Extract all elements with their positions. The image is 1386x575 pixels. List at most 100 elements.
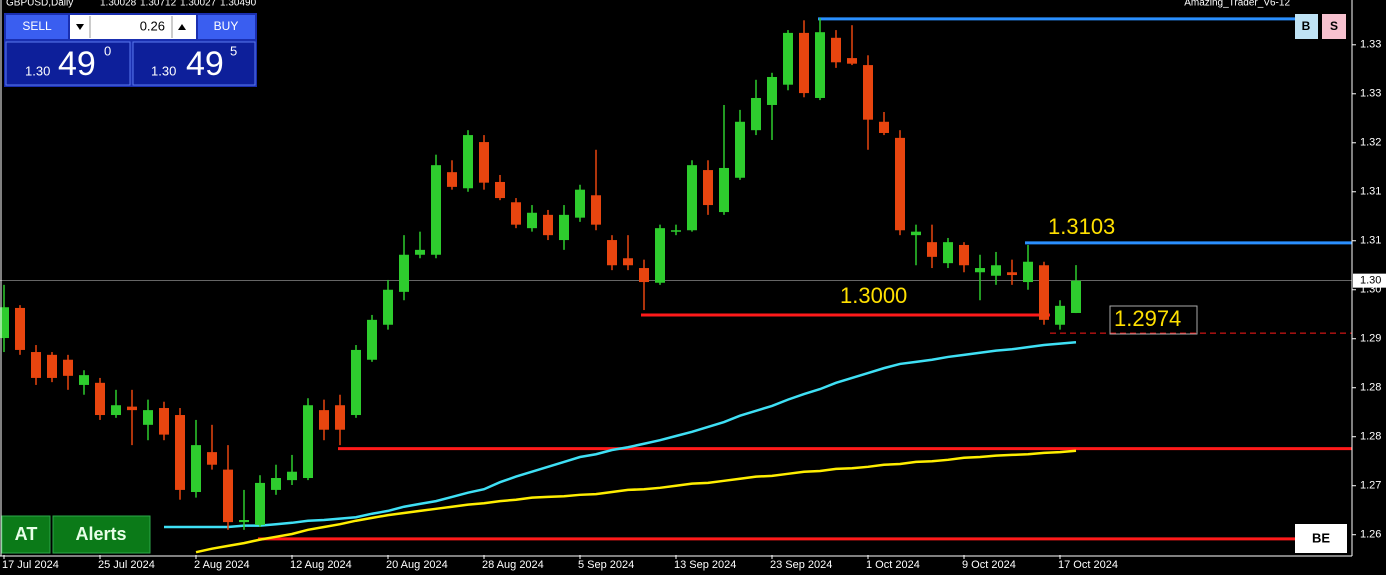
x-tick-label: 5 Sep 2024 <box>578 559 634 571</box>
y-tick-label: 1.28 <box>1360 431 1381 443</box>
candle-body <box>1055 305 1065 325</box>
candle-body <box>735 121 745 178</box>
candle-body <box>511 202 521 225</box>
x-tick-label: 25 Jul 2024 <box>98 559 155 571</box>
x-tick-label: 28 Aug 2024 <box>482 559 544 571</box>
candle-body <box>879 121 889 133</box>
b-button[interactable] <box>1295 14 1318 39</box>
s-button[interactable] <box>1322 14 1346 39</box>
lot-down[interactable] <box>76 24 84 30</box>
bid-big: 1.30 <box>25 63 50 78</box>
bid-fraction: 0 <box>104 43 111 58</box>
be-button[interactable] <box>1295 524 1347 553</box>
x-tick-label: 17 Oct 2024 <box>1058 559 1118 571</box>
b-label: B <box>1302 19 1311 33</box>
plot-area <box>0 17 1352 554</box>
x-tick-label: 20 Aug 2024 <box>386 559 448 571</box>
candle-body <box>911 231 921 236</box>
candle-body <box>383 289 393 325</box>
x-tick-label: 13 Sep 2024 <box>674 559 736 571</box>
candle-body <box>271 478 281 490</box>
candle-body <box>1007 272 1017 276</box>
candle-body <box>575 189 585 218</box>
at-button[interactable] <box>1 515 51 554</box>
candle-body <box>175 415 185 490</box>
candle-body <box>111 405 121 416</box>
candle-body <box>351 349 361 416</box>
candle-body <box>159 408 169 435</box>
level-label: 1.2974 <box>1114 306 1181 331</box>
alerts-button[interactable] <box>52 515 151 554</box>
candle-body <box>687 165 697 231</box>
bid-box[interactable] <box>5 41 131 86</box>
candle-body <box>751 97 761 131</box>
y-tick-label: 1.26 <box>1360 529 1381 541</box>
candle-body <box>415 249 425 255</box>
ask-box[interactable] <box>132 41 256 86</box>
candle-body <box>31 352 41 378</box>
candle-body <box>543 214 553 236</box>
candle-body <box>255 482 265 525</box>
candle-body <box>95 382 105 416</box>
candle-body <box>991 265 1001 276</box>
candle-body <box>303 405 313 479</box>
trade-panel: SELL 0.26 BUY 1.30 49 0 1.30 49 5 <box>4 13 257 87</box>
candle-body <box>607 240 617 266</box>
y-tick-label: 1.33 <box>1360 88 1381 100</box>
lot-input[interactable] <box>70 15 196 39</box>
moving-average <box>195 449 1077 554</box>
buy-label: BUY <box>214 19 239 33</box>
y-tick-label: 1.33 <box>1360 39 1381 51</box>
candle-body <box>927 242 937 257</box>
candle-body <box>799 32 809 94</box>
x-tick-label: 2 Aug 2024 <box>194 559 250 571</box>
lot-up[interactable] <box>178 24 186 30</box>
header-symbol: GBPUSD,Daily <box>6 0 73 9</box>
candle-body <box>367 319 377 360</box>
candle-body <box>719 167 729 213</box>
candle-body <box>495 181 505 199</box>
current-price-box <box>1353 273 1386 288</box>
candle-body <box>895 137 905 231</box>
level-label-box <box>1109 305 1198 335</box>
candle-body <box>447 172 457 187</box>
sell-button[interactable] <box>6 15 68 39</box>
level-label: 1.3000 <box>840 283 907 308</box>
header-close: 1.30490 <box>220 0 257 9</box>
candle-body <box>191 445 201 493</box>
lot-value: 0.26 <box>140 18 165 33</box>
y-tick-label: 1.27 <box>1360 480 1381 492</box>
y-tick-label: 1.32 <box>1360 137 1381 149</box>
candle-body <box>127 406 137 411</box>
bid-pips: 49 <box>58 45 96 83</box>
indicator-name: Amazing_Trader_V6-12 <box>1184 0 1290 9</box>
y-tick-label: 1.29 <box>1360 333 1381 345</box>
candle-body <box>639 268 649 283</box>
candle-body <box>783 32 793 85</box>
candle-body <box>287 471 297 481</box>
candle-body <box>975 268 985 273</box>
candle-body <box>559 214 569 241</box>
candle-body <box>239 520 249 523</box>
candle-body <box>655 228 665 283</box>
moving-average <box>164 340 1077 529</box>
candle-body <box>143 410 153 425</box>
header-high: 1.30712 <box>140 0 177 9</box>
s-label: S <box>1330 19 1338 33</box>
candle-body <box>79 375 89 385</box>
candle-body <box>63 359 73 376</box>
buy-button[interactable] <box>198 15 255 39</box>
at-label: AT <box>15 524 38 544</box>
y-tick-label: 1.31 <box>1360 235 1381 247</box>
candle-body <box>1071 280 1081 313</box>
candle-body <box>527 212 537 229</box>
candle-body <box>0 307 9 339</box>
candle-body <box>431 165 441 255</box>
candle-body <box>15 307 25 350</box>
x-tick-label: 1 Oct 2024 <box>866 559 920 571</box>
candle-body <box>847 58 857 64</box>
ask-pips: 49 <box>186 45 224 83</box>
header-low: 1.30027 <box>180 0 217 9</box>
be-label: BE <box>1312 530 1330 545</box>
